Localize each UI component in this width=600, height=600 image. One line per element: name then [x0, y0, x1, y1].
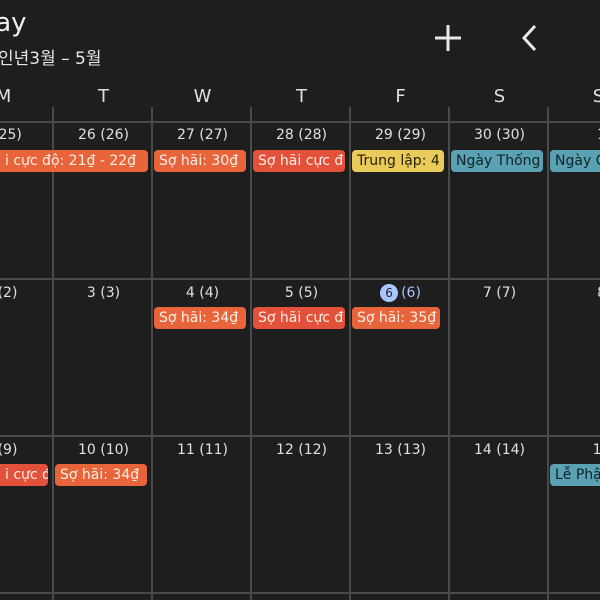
chevron-left-icon: [521, 24, 537, 52]
today-lunar-date: (6): [401, 285, 421, 301]
date-may-15[interactable]: 15 (: [592, 442, 600, 458]
date-may-14[interactable]: 14 (14): [473, 442, 525, 458]
event-fear-35[interactable]: Sợ hãi: 35₫: [352, 307, 440, 329]
grid-line: [448, 107, 450, 600]
date-apr-30[interactable]: 30 (30): [473, 127, 525, 143]
event-extreme-fear[interactable]: Sợ hãi cực đ: [253, 150, 345, 172]
date-may-12[interactable]: 12 (12): [275, 442, 327, 458]
weekday-wed: W: [193, 86, 212, 107]
date-may-11[interactable]: 11 (11): [176, 442, 228, 458]
month-title: lay: [0, 8, 27, 38]
plus-icon: [435, 25, 461, 51]
add-event-button[interactable]: [428, 18, 468, 58]
grid-line: [0, 278, 600, 280]
weekday-sat: S: [493, 86, 506, 107]
weekday-mon: M: [0, 86, 12, 107]
date-may-1[interactable]: 1 (: [557, 127, 600, 143]
date-apr-29[interactable]: 29 (29): [374, 127, 426, 143]
grid-line: [0, 121, 600, 123]
date-apr-27[interactable]: 27 (27): [176, 127, 228, 143]
today-indicator: 6: [380, 284, 399, 302]
event-extreme-fear[interactable]: Sợ hãi cực đ: [253, 307, 345, 329]
grid-line: [151, 107, 153, 600]
grid-line: [0, 592, 600, 594]
date-may-6-today[interactable]: 6 (6): [351, 284, 450, 302]
date-may-7[interactable]: 7 (7): [482, 285, 517, 301]
lunar-range-subtitle: 인년3월 – 5월: [0, 49, 102, 69]
grid-line: [52, 107, 54, 600]
event-buddha-day[interactable]: Lễ Phậ: [550, 464, 600, 486]
date-apr-25[interactable]: (25): [0, 127, 22, 143]
date-may-10[interactable]: 10 (10): [77, 442, 129, 458]
event-reunification-day[interactable]: Ngày Thống: [451, 150, 543, 172]
date-may-4[interactable]: 4 (4): [185, 285, 220, 301]
event-fear-34[interactable]: Sợ hãi: 34₫: [55, 464, 147, 486]
event-fear-34[interactable]: Sợ hãi: 34₫: [154, 307, 246, 329]
event-extreme-fear-span[interactable]: i cực độ: 21₫ - 22₫: [0, 150, 148, 172]
date-may-9[interactable]: (9): [0, 442, 18, 458]
event-labor-day[interactable]: Ngày C: [550, 150, 600, 172]
weekday-fri: F: [395, 86, 406, 107]
date-may-2[interactable]: (2): [0, 285, 18, 301]
date-may-8[interactable]: 8 (: [557, 285, 600, 301]
weekday-sun: S: [592, 86, 600, 107]
event-neutral-4[interactable]: Trung lập: 4: [352, 150, 444, 172]
date-may-13[interactable]: 13 (13): [374, 442, 426, 458]
date-may-5[interactable]: 5 (5): [284, 285, 319, 301]
date-apr-28[interactable]: 28 (28): [275, 127, 327, 143]
weekday-tue: T: [98, 86, 109, 107]
event-fear-30[interactable]: Sợ hãi: 30₫: [154, 150, 246, 172]
event-extreme-fear[interactable]: i cực đ: [0, 464, 48, 486]
grid-line: [250, 107, 252, 600]
grid-line: [547, 107, 549, 600]
grid-line: [0, 435, 600, 437]
previous-month-button[interactable]: [511, 18, 551, 58]
date-may-3[interactable]: 3 (3): [86, 285, 121, 301]
weekday-thu: T: [296, 86, 307, 107]
date-apr-26[interactable]: 26 (26): [77, 127, 129, 143]
grid-line: [349, 107, 351, 600]
